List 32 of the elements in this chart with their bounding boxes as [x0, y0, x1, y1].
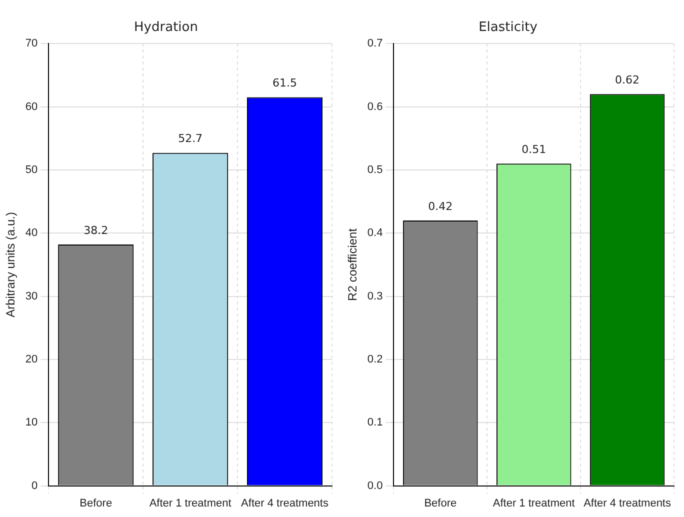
x-tick-label: After 1 treatment — [149, 497, 232, 510]
data-label: 38.2 — [84, 224, 108, 237]
y-tick-label: 0.1 — [367, 416, 383, 429]
y-tick-label: 0 — [32, 480, 38, 492]
x-tick-label: After 4 treatments — [584, 497, 672, 510]
x-tick-label: After 4 treatments — [241, 497, 329, 510]
y-axis-title: Arbitrary units (a.u.) — [4, 212, 18, 318]
y-tick-label: 10 — [25, 416, 38, 429]
y-tick-label: 0.7 — [367, 38, 383, 50]
x-tick-label: Before — [424, 497, 457, 510]
chart-title: Hydration — [134, 20, 198, 36]
y-tick-label: 0.0 — [367, 480, 383, 492]
data-label: 0.62 — [615, 73, 640, 86]
y-tick-label: 0.4 — [367, 227, 383, 240]
y-tick-label: 40 — [25, 227, 38, 240]
y-tick-label: 50 — [25, 164, 38, 176]
data-label: 0.51 — [522, 142, 546, 156]
y-axis-title: R2 coefficient — [346, 228, 360, 301]
y-tick-label: 0.6 — [367, 100, 383, 113]
y-tick-label: 20 — [25, 353, 38, 366]
data-label: 0.42 — [428, 200, 453, 213]
chart-title: Elasticity — [478, 20, 538, 36]
y-tick-label: 0.5 — [367, 164, 383, 176]
y-tick-label: 70 — [25, 38, 38, 50]
x-tick-label: Before — [80, 497, 112, 510]
data-label: 52.7 — [178, 132, 203, 146]
x-tick-label: After 1 treatment — [492, 497, 575, 510]
y-tick-label: 60 — [25, 100, 38, 113]
data-label: 61.5 — [272, 76, 298, 90]
y-tick-label: 0.2 — [367, 353, 383, 366]
y-tick-label: 0.3 — [367, 290, 383, 302]
y-tick-label: 30 — [25, 290, 38, 302]
